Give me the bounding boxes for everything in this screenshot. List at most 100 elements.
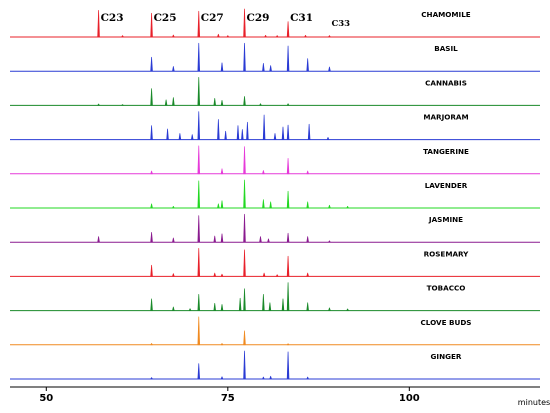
peak-mark <box>188 308 192 311</box>
peak-mark <box>243 249 246 277</box>
peak-mark <box>243 42 246 72</box>
peak-mark <box>243 146 246 175</box>
peak-mark <box>306 376 309 380</box>
peak-mark <box>307 123 311 140</box>
trace-label: MARJORAM <box>423 113 468 122</box>
peak-mark <box>286 124 290 140</box>
trace-tobacco: TOBACCO <box>10 282 540 312</box>
peak-mark <box>328 204 331 209</box>
peak-mark <box>306 170 309 175</box>
peak-mark <box>264 34 267 38</box>
peak-mark <box>243 8 246 38</box>
trace-label: BASIL <box>434 44 458 53</box>
x-axis-title: minutes <box>518 398 550 407</box>
peak-mark <box>259 236 262 243</box>
peak-mark <box>97 103 100 106</box>
peak-mark <box>150 56 153 72</box>
peak-mark <box>172 34 175 38</box>
peak-mark <box>150 264 153 277</box>
peak-mark <box>226 35 230 38</box>
peak-mark <box>178 133 182 140</box>
peak-mark <box>243 96 246 106</box>
trace-cannabis: CANNABIS <box>10 77 540 106</box>
trace-chamomile: CHAMOMILE <box>10 8 540 38</box>
peak-mark <box>220 233 224 243</box>
peak-mark <box>172 237 175 243</box>
x-tick-label-100: 100 <box>399 393 420 404</box>
trace-label: LAVENDER <box>425 181 468 190</box>
peak-mark <box>213 235 216 243</box>
peak-mark <box>164 99 168 106</box>
peak-mark <box>262 114 266 140</box>
peak-mark <box>306 302 309 311</box>
peak-mark <box>220 168 224 175</box>
peak-mark <box>172 205 175 209</box>
peak-mark <box>220 376 224 380</box>
peak-mark <box>213 98 216 106</box>
peak-mark <box>286 351 290 380</box>
peak-mark <box>220 62 224 72</box>
peak-label-c31: C31 <box>290 12 313 24</box>
peak-mark <box>273 133 277 140</box>
peak-label-c23: C23 <box>101 12 124 24</box>
peak-mark <box>197 111 201 140</box>
peak-mark <box>286 103 290 106</box>
trace-label: CLOVE BUDS <box>421 318 472 327</box>
trace-marjoram: MARJORAM <box>10 111 540 141</box>
peak-mark <box>243 179 246 209</box>
peak-mark <box>217 33 220 38</box>
peak-mark <box>224 130 227 140</box>
peak-mark <box>346 205 349 209</box>
peak-mark <box>246 121 249 140</box>
trace-label: CHAMOMILE <box>421 10 471 19</box>
peak-mark <box>259 103 262 106</box>
peak-mark <box>217 203 220 209</box>
peak-mark <box>269 201 272 209</box>
x-tick-label-50: 50 <box>39 393 53 404</box>
peak-mark <box>220 304 224 311</box>
trace-label: GINGER <box>431 352 462 361</box>
peak-mark <box>190 134 194 140</box>
peak-mark <box>306 236 309 243</box>
peak-mark <box>150 203 153 209</box>
peak-mark <box>97 10 100 38</box>
trace-label: ROSEMARY <box>424 249 470 258</box>
peak-mark <box>346 308 349 311</box>
peak-label-c27: C27 <box>201 12 224 24</box>
peak-mark <box>220 343 224 346</box>
peak-mark <box>328 35 331 38</box>
peak-mark <box>213 302 216 311</box>
peak-mark <box>275 274 279 277</box>
peak-label-c29: C29 <box>247 12 270 24</box>
peak-mark <box>121 35 124 38</box>
peak-mark <box>262 376 265 380</box>
trace-clove-buds: CLOVE BUDS <box>10 316 540 346</box>
peak-mark <box>150 125 153 140</box>
peak-mark <box>243 350 246 380</box>
peak-mark <box>281 126 285 140</box>
peak-mark <box>150 12 153 38</box>
peak-mark <box>243 288 246 311</box>
peak-mark <box>262 272 266 277</box>
peak-mark <box>241 129 244 140</box>
trace-label: TANGERINE <box>423 147 469 156</box>
x-tick-label-75: 75 <box>221 393 235 404</box>
trace-jasmine: JASMINE <box>10 213 540 243</box>
peak-mark <box>150 232 153 243</box>
peak-mark <box>262 63 265 72</box>
peak-mark <box>150 88 153 106</box>
peak-mark <box>269 375 272 380</box>
peak-mark <box>238 297 242 311</box>
peak-mark <box>286 21 290 38</box>
peak-mark <box>286 158 290 175</box>
peak-mark <box>243 330 246 346</box>
peak-mark <box>220 100 224 106</box>
peak-label-c33: C33 <box>331 19 350 29</box>
peak-mark <box>97 236 100 243</box>
peak-mark <box>166 128 169 140</box>
peak-mark <box>269 65 272 72</box>
trace-rosemary: ROSEMARY <box>10 248 540 277</box>
peak-mark <box>286 282 290 311</box>
trace-tangerine: TANGERINE <box>10 145 540 175</box>
